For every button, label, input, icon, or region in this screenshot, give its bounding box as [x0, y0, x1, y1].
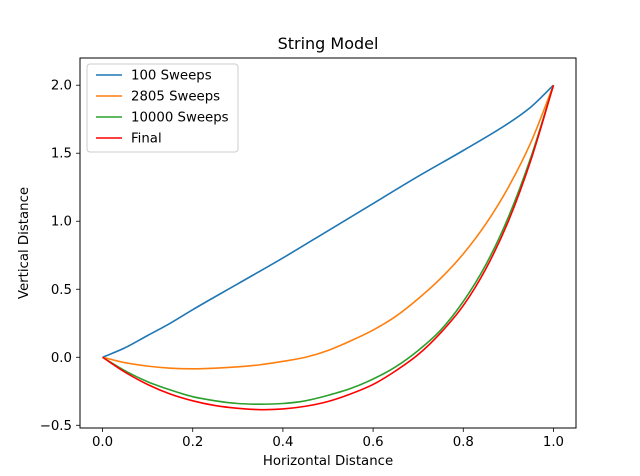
x-tick-label: 0.0 — [92, 435, 113, 450]
series-line-4 — [102, 84, 555, 411]
y-tick-label: 2.0 — [51, 79, 72, 94]
series-line-3 — [102, 84, 555, 405]
axes-frame — [79, 57, 577, 429]
legend: 100 Sweeps 2805 Sweeps 10000 Sweeps Final — [86, 63, 239, 153]
legend-box — [86, 63, 239, 153]
y-tick-label: 1.0 — [51, 215, 72, 230]
y-tick-label: −0.5 — [40, 419, 72, 434]
x-tick-label: 0.2 — [182, 435, 203, 450]
legend-label-1: 100 Sweeps — [131, 69, 212, 84]
legend-entries: 100 Sweeps 2805 Sweeps 10000 Sweeps Final — [96, 69, 229, 147]
x-tick-label: 0.6 — [363, 435, 384, 450]
x-tick-label: 0.8 — [453, 435, 474, 450]
series-line-1 — [102, 84, 555, 358]
legend-label-3: 10000 Sweeps — [131, 111, 229, 126]
x-tick-label: 0.4 — [272, 435, 293, 450]
series-layer — [102, 84, 555, 411]
legend-label-2: 2805 Sweeps — [131, 90, 220, 105]
chart-title: String Model — [278, 34, 379, 53]
series-line-2 — [102, 84, 555, 370]
y-axis-title: Vertical Distance — [17, 187, 32, 299]
y-tick-label: 0.0 — [51, 351, 72, 366]
x-axis-ticks: 0.0 0.2 0.4 0.6 0.8 1.0 — [92, 428, 564, 450]
y-tick-label: 1.5 — [51, 147, 72, 162]
y-axis-ticks: −0.5 0.0 0.5 1.0 1.5 2.0 — [40, 79, 80, 434]
legend-label-4: Final — [131, 132, 162, 147]
y-tick-label: 0.5 — [51, 283, 72, 298]
plot-area: 0.0 0.2 0.4 0.6 0.8 1.0 −0.5 0.0 0.5 1.0 1.5 2.0 — [40, 57, 577, 450]
x-axis-title: Horizontal Distance — [263, 454, 393, 469]
x-tick-label: 1.0 — [543, 435, 564, 450]
